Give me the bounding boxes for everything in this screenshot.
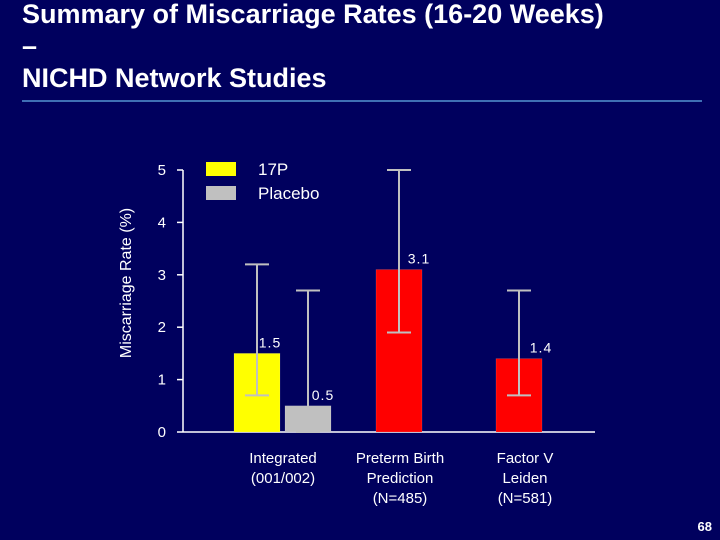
y-tick-label: 5 (158, 162, 166, 179)
title-dash: – (22, 31, 38, 61)
page-number: 68 (697, 519, 712, 534)
x-category-label-line: Leiden (502, 470, 547, 487)
y-axis-label: Miscarriage Rate (%) (118, 208, 135, 358)
x-category-label: Integrated (001/002) (249, 450, 317, 487)
title-line-1: Summary of Miscarriage Rates (16-20 Week… (22, 0, 604, 29)
y-tick-label: 3 (158, 267, 166, 284)
legend-label-17p: 17P (258, 160, 288, 179)
x-category-label-line: (N=581) (498, 490, 553, 507)
x-category-label-line: (001/002) (251, 470, 315, 487)
data-label: 0.5 (312, 387, 334, 403)
y-tick-label: 0 (158, 424, 166, 441)
x-category-label-line: Factor V (497, 450, 554, 467)
x-category-label-line: (N=485) (373, 490, 428, 507)
x-category-label-line: Prediction (367, 470, 434, 487)
y-tick-label: 4 (158, 214, 166, 231)
x-category-label-line: Preterm Birth (356, 450, 444, 467)
data-label: 1.5 (259, 334, 281, 350)
title-line-2: NICHD Network Studies (22, 63, 327, 93)
title-divider (22, 100, 702, 102)
legend-label-placebo: Placebo (258, 184, 319, 203)
x-category-label: Preterm Birth Prediction (N=485) (356, 450, 444, 507)
y-tick-label: 1 (158, 372, 166, 389)
x-category-label: Factor V Leiden (N=581) (497, 450, 554, 507)
data-label: 1.4 (530, 340, 552, 356)
legend-swatch-17p (206, 162, 236, 176)
legend-swatch-placebo (206, 186, 236, 200)
x-category-label-line: Integrated (249, 450, 317, 467)
y-tick-label: 2 (158, 319, 166, 336)
data-label: 3.1 (408, 251, 430, 267)
slide-title: Summary of Miscarriage Rates (16-20 Week… (22, 0, 712, 94)
